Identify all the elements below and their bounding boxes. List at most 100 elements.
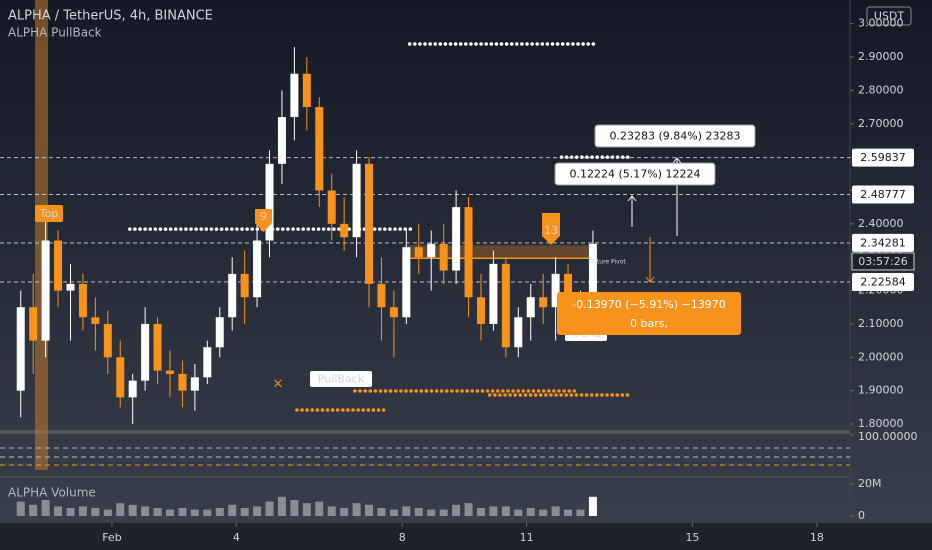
top-label-box — [35, 205, 63, 222]
y-tick-label: 2.00000 — [858, 350, 904, 363]
candle-body — [327, 190, 336, 224]
time-axis-background — [0, 523, 932, 550]
candle-body — [489, 263, 498, 324]
arrow-head — [645, 276, 655, 283]
osc-tick-label: 100.00000 — [858, 430, 918, 443]
candle-body — [302, 73, 311, 108]
candle-body — [464, 207, 473, 298]
price-label-box — [852, 148, 914, 167]
candle-body — [377, 283, 386, 308]
candle-body — [514, 317, 523, 348]
volume-title: ALPHA Volume — [8, 486, 96, 500]
volume-bar — [588, 496, 597, 516]
candle-body — [116, 357, 125, 398]
volume-bar — [166, 509, 174, 516]
price-label-box — [852, 233, 914, 252]
candle-body — [41, 240, 50, 341]
candle-body — [315, 107, 324, 191]
candle-body — [240, 273, 249, 298]
setup-13-box — [542, 213, 560, 245]
volume-bar — [427, 509, 436, 516]
volume-bar — [29, 504, 38, 516]
volume-bar — [439, 509, 448, 516]
candle-body — [389, 307, 398, 318]
volume-bar — [489, 506, 498, 516]
top-label: Top — [39, 207, 59, 220]
x-tick-label: 18 — [810, 531, 824, 544]
volume-bar — [66, 508, 75, 516]
candle-body — [427, 243, 436, 258]
candle-body — [215, 317, 224, 348]
measure-box — [554, 162, 716, 186]
volume-bar — [290, 500, 299, 516]
candle-body — [128, 380, 137, 398]
indicator-title: ALPHA PullBack — [8, 26, 102, 40]
candle-body — [190, 377, 199, 391]
y-tick-label: 3.00000 — [858, 17, 904, 30]
candle-body — [265, 163, 274, 241]
volume-bar — [340, 508, 349, 516]
volume-bar — [539, 509, 548, 516]
y-tick-label: 2.40000 — [858, 217, 904, 230]
y-tick-label: 2.80000 — [858, 83, 904, 96]
price-label-box — [852, 185, 914, 204]
candle-body — [54, 240, 63, 291]
oscillator-guides — [0, 447, 850, 466]
price-label: 2.48777 — [860, 188, 906, 201]
y-tick-label: 1.90000 — [858, 384, 904, 397]
volume-bar — [78, 506, 87, 516]
candle-body — [141, 323, 150, 381]
pullback-box — [310, 371, 372, 387]
currency-label[interactable]: USDT — [874, 10, 905, 23]
volume-bar — [365, 504, 374, 516]
volume-bar — [240, 508, 249, 516]
candle-body — [290, 73, 299, 118]
candle-body — [476, 297, 485, 324]
volume-bar — [103, 509, 112, 516]
candle-body — [78, 283, 87, 318]
candle-body — [277, 117, 286, 164]
measure-box — [594, 124, 756, 148]
chart-title: ALPHA / TetherUS, 4h, BINANCE — [8, 9, 213, 24]
volume-bar — [16, 501, 25, 516]
candle-body — [228, 273, 237, 318]
y-tick-label: 1.80000 — [858, 417, 904, 430]
volume-bar — [215, 508, 224, 516]
candle-body — [551, 273, 560, 308]
candle-body — [340, 223, 349, 238]
y-tick-label: 2.70000 — [858, 117, 904, 130]
candle-body — [539, 297, 548, 308]
candle-body — [402, 247, 411, 318]
volume-bar — [116, 503, 125, 516]
candle-body — [253, 240, 262, 298]
pivot-zone — [404, 245, 590, 259]
volume-bar — [153, 508, 162, 516]
volume-bar — [41, 500, 50, 516]
measure-text: 0.23283 (9.84%) 23283 — [609, 130, 740, 143]
countdown-label: 03:57:26 — [858, 255, 907, 268]
candle-body — [178, 373, 187, 391]
volume-bar — [277, 496, 286, 516]
measure-text: -0.13970 (−5.91%) −13970 — [572, 298, 725, 311]
volume-bar — [128, 504, 137, 516]
x-tick-label: 8 — [399, 531, 406, 544]
price-label: 2.22584 — [860, 275, 906, 288]
currency-box[interactable] — [866, 6, 912, 26]
candle-body — [66, 283, 75, 291]
measure-text: 0 bars, — [630, 317, 668, 330]
x-tick-label: 11 — [520, 531, 534, 544]
arrow-head — [627, 195, 637, 202]
candle-body — [588, 243, 597, 298]
setup-9-box — [255, 209, 272, 232]
pullback-label: PullBack — [318, 373, 365, 386]
volume-tick-label: 20M — [858, 477, 882, 490]
candle-body — [452, 207, 461, 271]
volume-tick-label: 0 — [858, 509, 865, 522]
volume-bar — [54, 506, 63, 516]
candle-body — [501, 263, 510, 348]
volume-bar — [476, 508, 485, 516]
candle-body — [16, 307, 25, 391]
price-label: 2.59837 — [860, 151, 906, 164]
volume-bar — [526, 508, 535, 516]
